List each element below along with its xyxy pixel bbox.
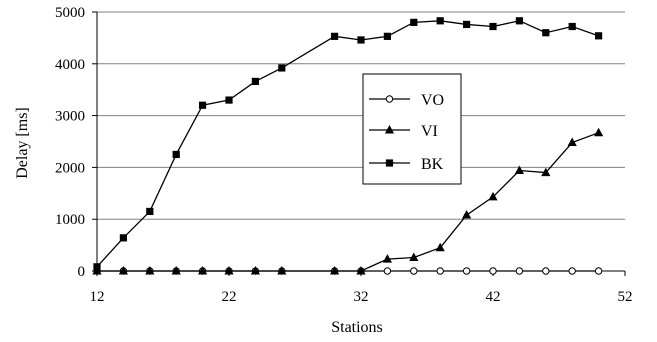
- data-point-vi: [594, 127, 604, 137]
- data-point-vo: [489, 267, 497, 275]
- y-tick-label: 1000: [55, 212, 85, 228]
- data-point-bk: [595, 32, 603, 40]
- data-point-bk: [542, 29, 550, 37]
- data-point-vo: [462, 267, 471, 275]
- series-line-vi: [97, 132, 599, 272]
- legend-marker-vo: [385, 95, 394, 103]
- data-point-bk: [278, 64, 286, 72]
- y-tick-label: 0: [78, 264, 86, 280]
- data-point-vi: [488, 191, 498, 201]
- y-axis-title: Delay [ms]: [14, 107, 31, 179]
- data-point-vi: [435, 242, 445, 252]
- legend-label-bk: BK: [421, 156, 444, 173]
- data-point-vi: [382, 254, 392, 263]
- data-point-bk: [331, 32, 339, 40]
- data-point-bk: [436, 17, 444, 25]
- data-point-vi: [567, 137, 577, 147]
- legend-marker-vi: [384, 125, 395, 134]
- data-point-bk: [199, 101, 207, 109]
- data-point-vo: [515, 267, 524, 275]
- data-point-vo: [410, 267, 418, 275]
- series-group: [92, 17, 604, 275]
- data-point-bk: [463, 20, 471, 29]
- x-tick-label: 22: [222, 289, 237, 305]
- legend-item-vi: VI: [369, 123, 438, 140]
- data-point-vo: [594, 267, 603, 275]
- data-point-vi: [462, 210, 472, 219]
- x-tick-label: 12: [90, 289, 105, 305]
- data-point-bk: [251, 77, 259, 86]
- data-point-bk: [172, 150, 180, 159]
- legend: VO VI BK: [362, 73, 462, 185]
- data-point-vi: [145, 266, 155, 275]
- data-point-vi: [171, 266, 181, 275]
- data-point-vi: [277, 266, 287, 275]
- legend-item-vo: VO: [369, 92, 444, 109]
- legend-label-vo: VO: [421, 92, 444, 109]
- x-tick-label: 32: [354, 289, 369, 305]
- data-point-vi: [224, 266, 234, 275]
- data-point-vi: [198, 266, 208, 275]
- data-point-bk: [489, 22, 497, 31]
- legend-box: [362, 73, 462, 185]
- y-tick-label: 5000: [55, 5, 85, 21]
- series-bk: [93, 17, 603, 271]
- tick-labels: 0 1000 2000 3000 4000 5000 12 22 32 42 52: [55, 5, 633, 305]
- x-tick-label: 42: [486, 289, 501, 305]
- data-point-bk: [93, 263, 101, 271]
- data-point-bk: [515, 17, 523, 25]
- data-point-bk: [410, 18, 418, 26]
- data-point-vo: [436, 267, 444, 275]
- data-point-bk: [119, 234, 127, 242]
- data-point-bk: [225, 96, 233, 104]
- gridlines: [97, 11, 625, 220]
- legend-label-vi: VI: [421, 123, 438, 140]
- y-tick-label: 3000: [55, 109, 85, 125]
- data-point-vi: [514, 165, 524, 175]
- data-point-vi: [409, 252, 419, 262]
- data-point-bk: [568, 22, 576, 31]
- data-point-vi: [541, 167, 551, 177]
- data-point-bk: [357, 36, 365, 44]
- data-point-vi: [250, 266, 260, 275]
- data-point-vi: [118, 266, 128, 275]
- x-tick-label: 52: [618, 289, 633, 305]
- data-point-bk: [146, 207, 154, 216]
- y-tick-label: 2000: [55, 160, 85, 176]
- data-point-vo: [568, 267, 576, 275]
- legend-marker-bk: [385, 159, 394, 167]
- x-axis-title: Stations: [331, 319, 383, 336]
- legend-item-bk: BK: [369, 156, 444, 173]
- data-point-vo: [383, 267, 392, 275]
- data-point-bk: [383, 32, 391, 40]
- axes: [92, 11, 626, 276]
- series-vi: [92, 127, 604, 275]
- data-point-vo: [542, 267, 550, 275]
- series-line-bk: [96, 20, 599, 268]
- data-point-vi: [330, 266, 340, 275]
- y-tick-label: 4000: [55, 57, 85, 73]
- data-point-vi: [356, 266, 366, 275]
